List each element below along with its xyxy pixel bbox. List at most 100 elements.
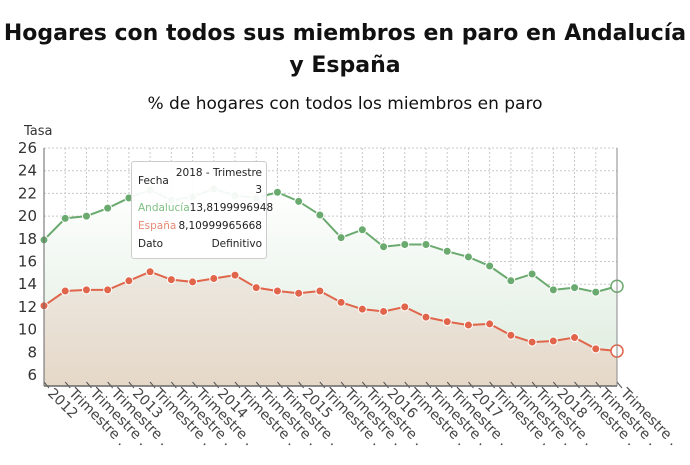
y-axis-label: Tasa <box>23 124 53 139</box>
x-tick <box>86 381 92 389</box>
y-tick-label: 20 <box>18 207 37 225</box>
data-point <box>60 213 70 223</box>
tooltip: 2018 - Trimestre Fecha 3 Andalucía 13,819… <box>131 161 273 259</box>
x-tick <box>170 381 177 389</box>
x-tick <box>616 381 623 389</box>
data-point <box>570 333 580 343</box>
y-tick-label: 8 <box>27 343 37 361</box>
tooltip-fecha-label: Fecha <box>138 175 169 187</box>
data-point <box>60 286 70 296</box>
data-point <box>379 306 389 316</box>
x-tick <box>425 381 432 389</box>
x-tick <box>298 381 305 389</box>
data-point <box>421 239 431 249</box>
data-point <box>166 275 176 285</box>
data-point <box>548 336 558 346</box>
data-point <box>124 276 134 286</box>
x-tick <box>552 381 559 389</box>
data-point <box>81 285 91 295</box>
x-tick <box>383 381 389 389</box>
x-tick <box>149 381 156 389</box>
data-point <box>591 287 601 297</box>
x-tick <box>340 381 347 389</box>
tooltip-fecha-value-1: 2018 - Trimestre <box>175 167 262 179</box>
data-point <box>294 196 304 206</box>
data-point <box>400 239 410 249</box>
y-tick-label: 24 <box>18 162 37 180</box>
data-point <box>421 312 431 322</box>
data-point <box>485 261 495 271</box>
x-tick <box>489 381 496 389</box>
x-tick <box>510 381 517 389</box>
x-tick <box>107 381 114 389</box>
tooltip-dato-value: Definitivo <box>211 238 262 250</box>
x-tick <box>213 381 220 389</box>
data-point <box>272 286 282 296</box>
x-tick <box>361 381 368 389</box>
tooltip-espana-label: España <box>138 220 177 232</box>
y-tick-label: 18 <box>18 230 37 248</box>
data-point <box>103 285 113 295</box>
y-tick-label: 12 <box>18 298 37 316</box>
y-tick-label: 26 <box>18 139 37 157</box>
x-tick <box>234 381 241 389</box>
data-point <box>103 203 113 213</box>
x-tick <box>319 381 326 389</box>
x-tick <box>595 381 602 389</box>
data-point <box>272 187 282 197</box>
x-tick <box>446 381 453 389</box>
data-point <box>506 330 516 340</box>
y-tick-label: 14 <box>18 275 37 293</box>
data-point <box>145 267 155 277</box>
area-1 <box>44 271 617 386</box>
y-tick-label: 16 <box>18 253 37 271</box>
y-tick-label: 22 <box>18 184 37 202</box>
data-point <box>570 283 580 293</box>
data-point <box>209 274 219 284</box>
x-tick <box>64 381 71 389</box>
tooltip-espana-value: 8,10999965668 <box>178 220 262 232</box>
chart-title: Hogares con todos sus miembros en paro e… <box>3 21 687 78</box>
data-point <box>548 285 558 295</box>
x-tick <box>128 381 135 389</box>
x-tick <box>43 381 50 389</box>
data-point <box>188 277 198 287</box>
data-point <box>485 319 495 329</box>
data-point <box>527 269 537 279</box>
x-tick <box>255 381 262 389</box>
data-point <box>336 297 346 307</box>
tooltip-dato-label: Dato <box>138 238 164 250</box>
data-point <box>230 270 240 280</box>
data-point <box>357 304 367 314</box>
data-point <box>591 344 601 354</box>
x-tick <box>574 381 580 389</box>
x-tick <box>192 381 198 389</box>
data-point <box>400 302 410 312</box>
data-point <box>294 288 304 298</box>
x-tick <box>468 381 474 389</box>
data-point <box>527 337 537 347</box>
data-point <box>315 210 325 220</box>
y-tick-label: 6 <box>27 366 37 384</box>
x-tick <box>404 381 411 389</box>
tooltip-andalucia-value: 13,8199996948 <box>189 202 274 214</box>
tooltip-fecha-value-2: 3 <box>255 184 262 196</box>
tooltip-andalucia-label: Andalucía <box>138 202 190 214</box>
data-point <box>251 283 261 293</box>
data-point <box>463 320 473 330</box>
data-point <box>379 242 389 252</box>
data-point <box>442 246 452 256</box>
data-point <box>463 252 473 262</box>
data-point <box>336 233 346 243</box>
data-point <box>81 211 91 221</box>
data-point <box>442 317 452 327</box>
y-tick-label: 10 <box>18 321 37 339</box>
x-tick <box>277 381 283 389</box>
data-point <box>506 276 516 286</box>
chart-subtitle: % de hogares con todos los miembros en p… <box>147 94 543 114</box>
x-tick <box>531 381 538 389</box>
series-line-1 <box>43 270 618 353</box>
data-point <box>357 225 367 235</box>
data-point <box>315 286 325 296</box>
